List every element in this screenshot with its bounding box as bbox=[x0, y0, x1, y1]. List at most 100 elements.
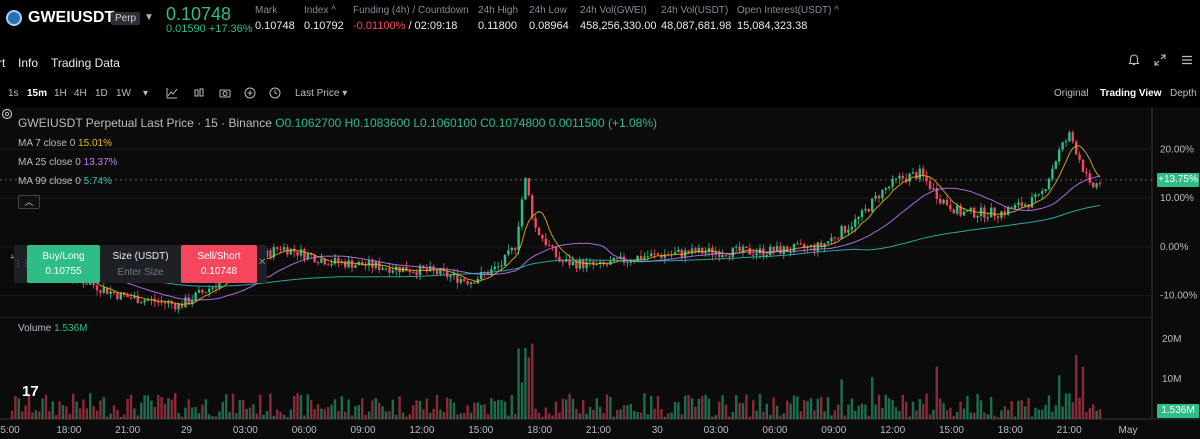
volume-bar bbox=[78, 408, 82, 419]
time-axis-label: 03:00 bbox=[233, 425, 258, 436]
volume-bar bbox=[877, 394, 881, 419]
volume-bar bbox=[116, 409, 119, 419]
view-trading-view[interactable]: Trading View bbox=[1100, 88, 1162, 99]
volume-bar bbox=[235, 413, 238, 419]
volume-bar bbox=[228, 411, 231, 419]
volume-bar bbox=[609, 397, 612, 419]
time-axis-label: 18:00 bbox=[998, 425, 1023, 436]
volume-bar bbox=[503, 401, 507, 419]
sell-short-button[interactable]: Sell/Short 0.10748 bbox=[181, 245, 257, 283]
volume-bar bbox=[799, 411, 802, 419]
candle-style-icon[interactable] bbox=[193, 87, 205, 99]
quick-order-panel: ⋮⋮ Buy/Long 0.10755 Size (USDT) Sell/Sho… bbox=[14, 245, 267, 283]
price-type-select[interactable]: Last Price ▾ bbox=[295, 88, 348, 99]
volume-bar bbox=[357, 405, 360, 419]
volume-bar bbox=[690, 398, 694, 419]
time-axis-label: 06:00 bbox=[762, 425, 787, 436]
volume-bar bbox=[969, 412, 972, 419]
legend-ma7[interactable]: MA 7 close 0 15.01% bbox=[18, 138, 112, 149]
symbol-caret-down-icon[interactable]: ▼ bbox=[144, 12, 154, 23]
volume-bar bbox=[673, 401, 677, 419]
candle-body bbox=[1088, 173, 1091, 183]
clock-icon[interactable] bbox=[269, 87, 281, 99]
volume-bar bbox=[857, 405, 860, 419]
volume-bar bbox=[384, 411, 388, 419]
volume-legend[interactable]: Volume 1.536M bbox=[18, 323, 88, 334]
current-price-tag: +13.75% bbox=[1157, 172, 1199, 187]
legend-ma25[interactable]: MA 25 close 0 13.37% bbox=[18, 157, 118, 168]
drag-handle-icon[interactable]: ⋮⋮ bbox=[14, 259, 30, 268]
candle-body bbox=[626, 262, 629, 264]
candle-body bbox=[673, 252, 677, 255]
volume-bar bbox=[160, 397, 163, 419]
candle-body bbox=[180, 303, 184, 308]
volume-bar bbox=[701, 396, 704, 419]
candle-body bbox=[1034, 194, 1037, 198]
volume-bar bbox=[915, 410, 918, 419]
candle-body bbox=[296, 251, 299, 256]
perp-badge: Perp bbox=[111, 12, 141, 25]
view-depth[interactable]: Depth bbox=[1170, 88, 1197, 99]
candle-body bbox=[109, 291, 112, 294]
volume-bar bbox=[1013, 416, 1017, 419]
candle-body bbox=[1037, 193, 1040, 195]
add-indicator-icon[interactable] bbox=[244, 87, 256, 99]
ma7-label: MA 7 close 0 bbox=[18, 138, 76, 149]
candle-body bbox=[959, 205, 962, 216]
menu-icon[interactable] bbox=[1180, 53, 1194, 67]
volume-bar bbox=[582, 399, 585, 419]
tab-chart[interactable]: rt bbox=[0, 56, 6, 70]
stat-index[interactable]: Index ^ 0.10792 bbox=[304, 5, 344, 32]
order-panel-close-icon[interactable]: ✕ bbox=[258, 257, 267, 268]
timeframe-more-caret-icon[interactable]: ▾ bbox=[143, 88, 149, 99]
volume-bar bbox=[561, 398, 564, 419]
candle-body bbox=[718, 252, 721, 258]
candle-body bbox=[330, 263, 333, 266]
symbol-name[interactable]: GWEIUSDT bbox=[28, 9, 115, 26]
candle-body bbox=[469, 282, 473, 285]
size-input[interactable] bbox=[105, 265, 176, 280]
gear-icon[interactable] bbox=[0, 107, 14, 121]
tab-trading-data[interactable]: Trading Data bbox=[51, 56, 120, 70]
volume-bar bbox=[925, 393, 928, 419]
candle-body bbox=[677, 249, 680, 253]
timeframe-1s[interactable]: 1s bbox=[8, 88, 19, 99]
candle-body bbox=[364, 265, 367, 267]
volume-bar bbox=[24, 405, 27, 419]
volume-bar bbox=[405, 416, 408, 419]
volume-value: 1.536M bbox=[54, 323, 88, 334]
timeframe-1d[interactable]: 1D bbox=[95, 88, 108, 99]
tab-info[interactable]: Info bbox=[18, 56, 39, 70]
candle-body bbox=[602, 261, 605, 265]
view-original[interactable]: Original bbox=[1054, 88, 1089, 99]
candle-body bbox=[571, 261, 575, 266]
candle-body bbox=[928, 181, 932, 190]
stat-value: 0.10792 bbox=[304, 20, 344, 32]
volume-bar bbox=[330, 404, 333, 419]
buy-long-button[interactable]: Buy/Long 0.10755 bbox=[27, 245, 100, 283]
bell-icon[interactable] bbox=[1127, 53, 1141, 67]
timeframe-1h[interactable]: 1H bbox=[54, 88, 67, 99]
time-axis-label: 29 bbox=[181, 425, 193, 436]
timeframe-4h[interactable]: 4H bbox=[74, 88, 87, 99]
timeframe-1w[interactable]: 1W bbox=[116, 88, 131, 99]
legend-ma99[interactable]: MA 99 close 0 5.74% bbox=[18, 176, 112, 187]
volume-bar bbox=[1058, 375, 1061, 419]
chart-canvas[interactable]: 20.00% 10.00% 0.00% -10.00% 20M 10M 5:00 18:00 2… bbox=[0, 107, 1200, 439]
indicator-icon[interactable] bbox=[166, 87, 178, 99]
stat-open-interest[interactable]: Open Interest(USDT) ^ 15,084,323.38 bbox=[737, 5, 839, 32]
candle-body bbox=[347, 260, 350, 268]
candle-body bbox=[211, 287, 214, 289]
expand-icon[interactable] bbox=[1153, 53, 1167, 67]
stat-label: 24h Vol(GWEI) bbox=[580, 5, 647, 16]
legend-collapse-chevron-up-icon[interactable]: ︿ bbox=[18, 195, 40, 209]
camera-icon[interactable] bbox=[219, 87, 231, 99]
candle-body bbox=[514, 247, 517, 250]
volume-bar bbox=[191, 407, 194, 419]
timeframe-15m[interactable]: 15m bbox=[27, 88, 48, 99]
candle-body bbox=[1003, 211, 1006, 215]
volume-bar bbox=[731, 412, 734, 419]
volume-bar bbox=[973, 412, 976, 419]
volume-bar bbox=[789, 403, 792, 419]
tradingview-logo[interactable]: 17 bbox=[22, 383, 39, 400]
